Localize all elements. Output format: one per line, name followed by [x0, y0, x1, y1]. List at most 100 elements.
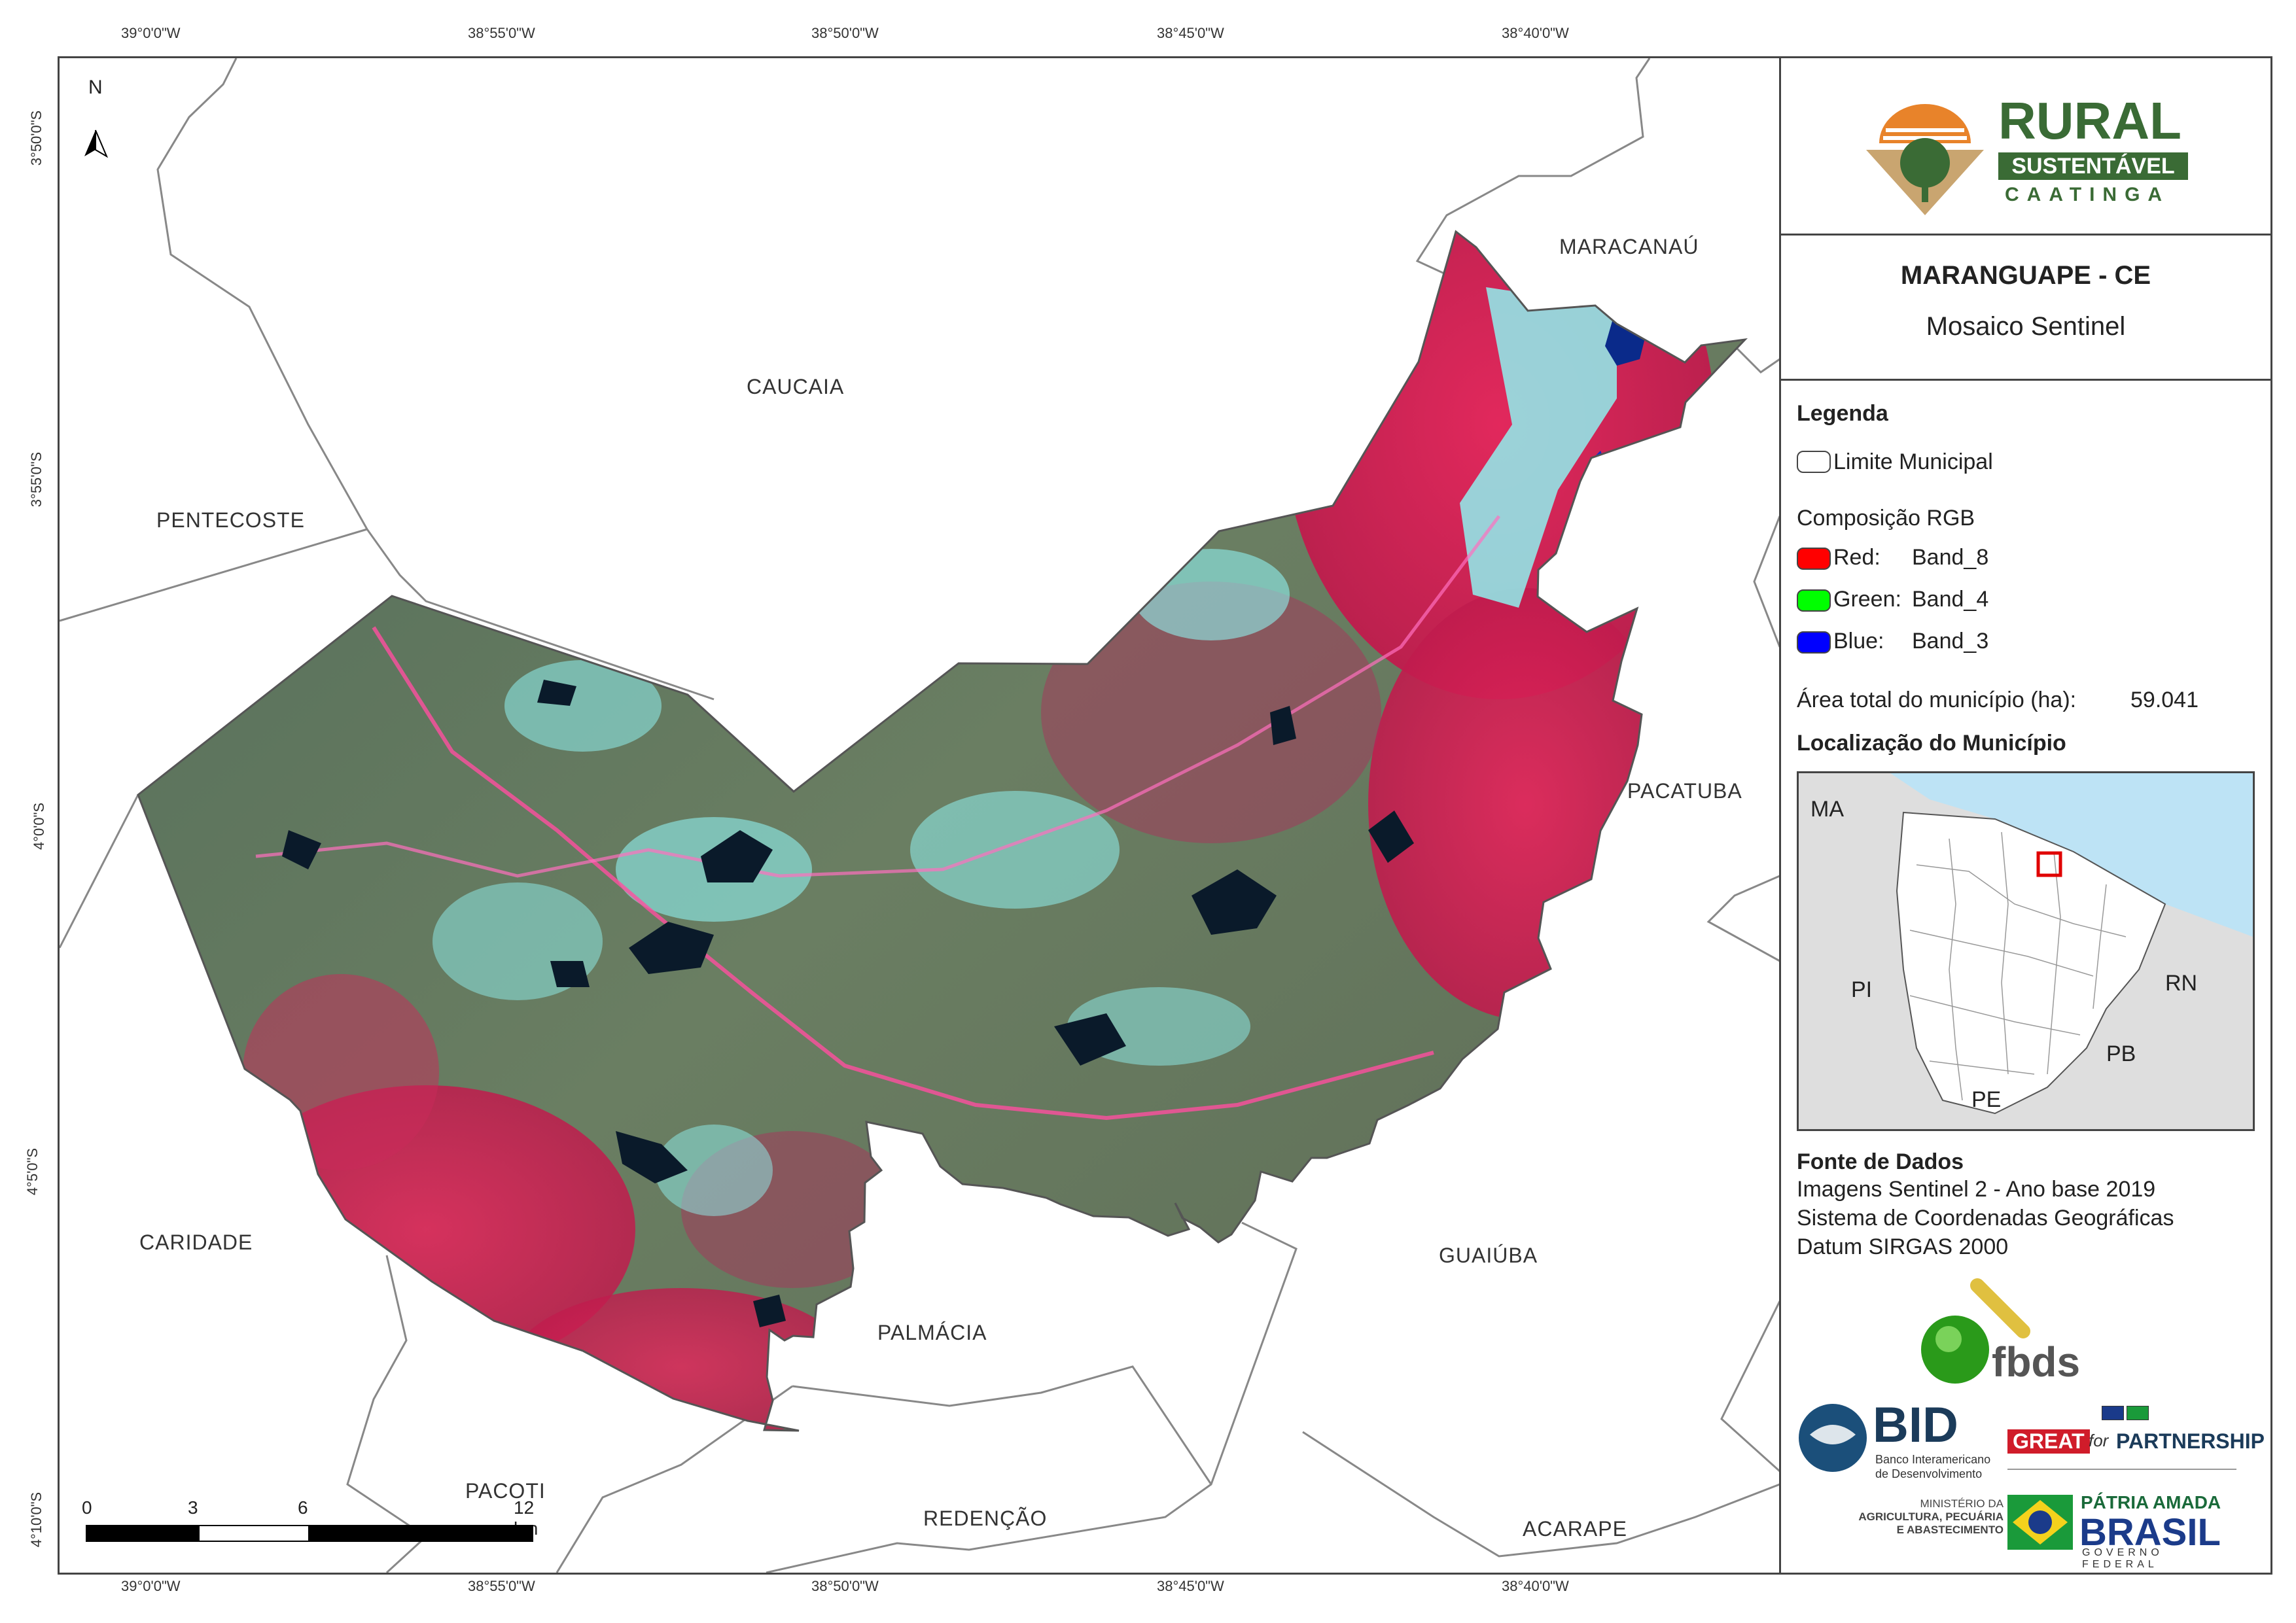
- coord-bottom-2: 38°55'0"W: [468, 1578, 535, 1594]
- coord-top-4: 38°45'0"W: [1157, 25, 1224, 41]
- boundary-swatch: [1797, 451, 1831, 473]
- area-label: Área total do município (ha):: [1797, 688, 2077, 712]
- label-caucaia: CAUCAIA: [747, 375, 845, 398]
- label-guaiuba: GUAIÚBA: [1439, 1244, 1538, 1267]
- north-label: N: [88, 77, 103, 98]
- inset-map[interactable]: MA PI RN PB PE: [1797, 771, 2255, 1131]
- label-redencao: REDENÇÃO: [923, 1507, 1048, 1530]
- red-band: Band_8: [1912, 545, 1989, 570]
- blue-channel: Blue:: [1833, 629, 1884, 654]
- label-acarape: ACARAPE: [1523, 1517, 1627, 1541]
- north-arrow-icon: [84, 130, 109, 158]
- coord-bottom-3: 38°50'0"W: [811, 1578, 879, 1594]
- rural-caatinga: CAATINGA: [2005, 184, 2170, 205]
- inset-label-pi: PI: [1851, 977, 1873, 1002]
- coord-bottom-4: 38°45'0"W: [1157, 1578, 1224, 1594]
- rural-title: RURAL: [1998, 92, 2181, 150]
- coord-left-3: 4°0'0"S: [31, 802, 48, 850]
- coord-left-4: 4°5'0"S: [24, 1147, 41, 1196]
- location-heading: Localização do Município: [1797, 731, 2066, 756]
- coord-bottom-1: 39°0'0"W: [121, 1578, 181, 1594]
- source-line-1: Imagens Sentinel 2 - Ano base 2019: [1797, 1177, 2156, 1202]
- label-pentecoste: PENTECOSTE: [156, 508, 305, 532]
- map-canvas[interactable]: [60, 58, 1780, 1573]
- inset-label-ma: MA: [1810, 797, 1844, 822]
- brasil-logo: PÁTRIA AMADA BRASIL GOVERNO FEDERAL: [2007, 1491, 2230, 1570]
- rgb-heading: Composição RGB: [1797, 506, 1975, 531]
- uk-flag-icon: [2102, 1406, 2124, 1420]
- ministry-line-3: E ABASTECIMENTO: [1896, 1524, 2004, 1536]
- bid-logo-icon: [1799, 1404, 1867, 1472]
- ministry-logo: MINISTÉRIO DA AGRICULTURA, PECUÁRIA E AB…: [1833, 1497, 2004, 1563]
- coord-top-1: 39°0'0"W: [121, 25, 181, 41]
- legend-panel: RURAL SUSTENTÁVEL CAATINGA MARANGUAPE - …: [1779, 56, 2272, 1575]
- coord-bottom-5: 38°40'0"W: [1502, 1578, 1569, 1594]
- map-frame[interactable]: N MARACANAÚ CAUCAIA PENTECOSTE PACATUBA …: [58, 56, 1782, 1575]
- coord-left-2: 3°55'0"S: [28, 451, 45, 508]
- bid-logo: BID Banco Interamericano de Desenvolvime…: [1797, 1395, 1993, 1493]
- great-partnership: PARTNERSHIP: [2116, 1429, 2265, 1453]
- bid-sub-2: de Desenvolvimento: [1875, 1467, 1983, 1480]
- patria-amada: PÁTRIA AMADA: [2081, 1492, 2221, 1512]
- scale-bar: 0 3 6 12 km: [82, 1497, 553, 1550]
- great-divider: [2007, 1469, 2236, 1470]
- label-caridade: CARIDADE: [139, 1230, 253, 1254]
- coord-left-1: 3°50'0"S: [28, 110, 45, 166]
- area-value: 59.041: [2130, 688, 2199, 712]
- green-band: Band_4: [1912, 587, 1989, 612]
- ministry-line-2: AGRICULTURA, PECUÁRIA: [1858, 1510, 2004, 1523]
- brasil-word: BRASIL: [2079, 1511, 2221, 1554]
- coord-top-3: 38°50'0"W: [811, 25, 879, 41]
- fbds-logo: fbds: [1918, 1272, 2115, 1390]
- fbds-text: fbds: [1992, 1338, 2081, 1386]
- scale-seg-1: [86, 1525, 200, 1542]
- green-channel: Green:: [1833, 587, 1901, 612]
- inset-label-pe: PE: [1971, 1087, 2002, 1112]
- rural-subtitle: SUSTENTÁVEL: [1998, 152, 2188, 180]
- coord-left-5: 4°10'0"S: [28, 1492, 45, 1548]
- maranguape-boundary[interactable]: [137, 230, 1748, 1432]
- great-for: for: [2089, 1431, 2109, 1450]
- divider-2: [1781, 379, 2270, 381]
- rural-logo-icon: [1866, 104, 1984, 215]
- governo-federal: GOVERNO FEDERAL: [2082, 1547, 2163, 1570]
- label-palmacia: PALMÁCIA: [877, 1321, 987, 1344]
- label-maracanau: MARACANAÚ: [1559, 235, 1699, 258]
- br-flag-icon: [2127, 1406, 2149, 1420]
- green-swatch: [1797, 589, 1831, 612]
- source-line-2: Sistema de Coordenadas Geográficas: [1797, 1206, 2174, 1230]
- coord-top-5: 38°40'0"W: [1502, 25, 1569, 41]
- great-word: GREAT: [2007, 1429, 2090, 1454]
- scale-label-0: 0: [82, 1497, 92, 1518]
- inset-label-pb: PB: [2106, 1041, 2136, 1066]
- bid-sub-1: Banco Interamericano: [1875, 1453, 1991, 1466]
- brasil-flag-icon: [2007, 1495, 2073, 1550]
- red-swatch: [1797, 548, 1831, 570]
- inset-label-rn: RN: [2165, 971, 2198, 996]
- ceara-outline: [1896, 811, 2166, 1115]
- coord-top-2: 38°55'0"W: [468, 25, 535, 41]
- divider-1: [1781, 234, 2270, 236]
- scale-label-3: 3: [188, 1497, 198, 1518]
- legend-heading: Legenda: [1797, 401, 1888, 426]
- map-title: MARANGUAPE - CE: [1900, 261, 2151, 290]
- municipality-mosaic[interactable]: [60, 58, 1780, 1573]
- red-channel: Red:: [1833, 545, 1881, 570]
- scale-seg-3: [308, 1525, 533, 1542]
- inset-map-canvas: [1890, 773, 2253, 1115]
- great-partnership-logo: GREAT for PARTNERSHIP: [2007, 1406, 2265, 1478]
- blue-swatch: [1797, 631, 1831, 654]
- ministry-line-1: MINISTÉRIO DA: [1920, 1497, 2004, 1510]
- source-line-3: Datum SIRGAS 2000: [1797, 1234, 2009, 1259]
- label-pacatuba: PACATUBA: [1627, 779, 1742, 803]
- boundary-label: Limite Municipal: [1833, 449, 1993, 474]
- scale-seg-2: [198, 1525, 309, 1542]
- map-subtitle: Mosaico Sentinel: [1926, 312, 2126, 341]
- location-marker: [2036, 851, 2062, 877]
- label-pacoti: PACOTI: [465, 1479, 546, 1503]
- neighbor-boundaries: [60, 58, 1780, 1573]
- rural-sustentavel-logo: RURAL SUSTENTÁVEL CAATINGA: [1860, 84, 2226, 215]
- fbds-logo-icon: [1921, 1278, 2030, 1384]
- sources-heading: Fonte de Dados: [1797, 1149, 1964, 1174]
- blue-band: Band_3: [1912, 629, 1989, 654]
